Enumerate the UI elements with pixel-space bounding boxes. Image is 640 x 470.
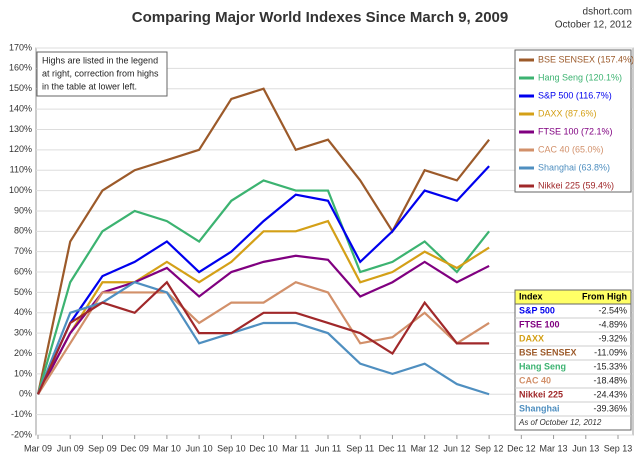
table-cell: -18.48% (593, 375, 627, 385)
annotation: Highs are listed in the legend (42, 55, 158, 65)
y-tick-label: 40% (14, 307, 32, 317)
table-cell: -15.33% (593, 361, 627, 371)
table-header-cell: From High (582, 291, 627, 301)
table-cell: CAC 40 (519, 375, 551, 385)
x-tick-label: Jun 09 (57, 443, 84, 453)
x-tick-label: Mar 12 (411, 443, 439, 453)
table-body (514, 303, 632, 431)
series-line (36, 179, 490, 395)
table-cell: Shanghai (519, 403, 560, 413)
series-line (36, 280, 490, 395)
x-tick-label: Jun 12 (443, 443, 470, 453)
y-tick-label: 20% (14, 348, 32, 358)
y-tick-label: 70% (14, 246, 32, 256)
x-tick-label: Jun 13 (572, 443, 599, 453)
x-tick-label: Sep 09 (88, 443, 117, 453)
chart-title: Comparing Major World Indexes Since Marc… (132, 9, 509, 26)
series-line (36, 165, 490, 395)
y-tick-label: 0% (19, 389, 32, 399)
x-tick-label: Mar 09 (24, 443, 52, 453)
x-tick-label: Dec 09 (120, 443, 149, 453)
x-tick-label: Sep 11 (346, 443, 374, 453)
legend-label: CAC 40 (65.0%) (538, 144, 604, 154)
y-tick-label: 50% (14, 287, 32, 297)
table-header-cell: Index (519, 291, 543, 301)
table-cell: Nikkei 225 (519, 389, 563, 399)
x-tick-label: Dec 12 (507, 443, 536, 453)
legend-box (514, 49, 632, 193)
y-tick-label: 160% (9, 63, 32, 73)
y-tick-label: 110% (10, 165, 32, 175)
table-cell: -39.36% (593, 403, 627, 413)
y-tick-label: 100% (9, 185, 32, 195)
table-cell: Hang Seng (519, 361, 566, 371)
x-tick-label: Sep 12 (475, 443, 504, 453)
legend-label: Hang Seng (120.1%) (538, 72, 622, 82)
legend-label: DAXX (87.6%) (538, 108, 597, 118)
x-tick-label: Mar 11 (282, 443, 309, 453)
y-tick-label: 80% (14, 226, 32, 236)
y-tick-label: 90% (14, 205, 32, 215)
y-tick-label: 140% (9, 103, 32, 113)
y-tick-label: 130% (9, 124, 32, 134)
y-tick-label: 60% (14, 266, 32, 276)
legend-label: Shanghai (63.8%) (538, 162, 610, 172)
annotation: at right, correction from highs (42, 68, 159, 78)
date: October 12, 2012 (555, 20, 633, 31)
legend-label: Nikkei 225 (59.4%) (538, 180, 614, 190)
y-tick-label: 120% (9, 144, 32, 154)
x-tick-label: Mar 13 (540, 443, 568, 453)
series-line (37, 254, 490, 395)
x-tick-label: Jun 10 (186, 443, 213, 453)
x-tick-label: Dec 10 (249, 443, 278, 453)
y-tick-label: -20% (11, 429, 32, 439)
table-cell: DAXX (519, 333, 544, 343)
table-cell: S&P 500 (519, 305, 555, 315)
x-tick-label: Sep 13 (604, 443, 633, 453)
x-tick-label: Sep 10 (217, 443, 246, 453)
y-tick-label: 170% (9, 42, 32, 52)
table-cell: BSE SENSEX (519, 347, 577, 357)
x-tick-label: Jun 11 (315, 443, 341, 453)
series-line (37, 219, 490, 395)
x-tick-label: Mar 10 (153, 443, 181, 453)
annotation: in the table at lower left. (42, 81, 137, 91)
legend-label: S&P 500 (116.7%) (538, 90, 612, 100)
table-cell: -2.54% (598, 305, 627, 315)
legend-label: BSE SENSEX (157.4%) (538, 54, 634, 64)
y-tick-label: 10% (14, 368, 32, 378)
legend-label: FTSE 100 (72.1%) (538, 126, 613, 136)
table-cell: -11.09% (594, 347, 627, 357)
x-tick-label: Dec 11 (379, 443, 407, 453)
table-cell: -4.89% (598, 319, 627, 329)
series-line (36, 87, 490, 395)
y-tick-label: -10% (11, 409, 32, 419)
source: dshort.com (583, 7, 632, 18)
annotation-box (36, 51, 168, 97)
y-tick-label: 150% (9, 83, 32, 93)
series-line (36, 281, 490, 396)
table-cell: FTSE 100 (519, 319, 560, 329)
table-cell: -24.43% (593, 389, 627, 399)
table-cell: -9.32% (598, 333, 627, 343)
table-note: As of October 12, 2012 (518, 418, 602, 427)
y-tick-label: 30% (14, 328, 32, 338)
